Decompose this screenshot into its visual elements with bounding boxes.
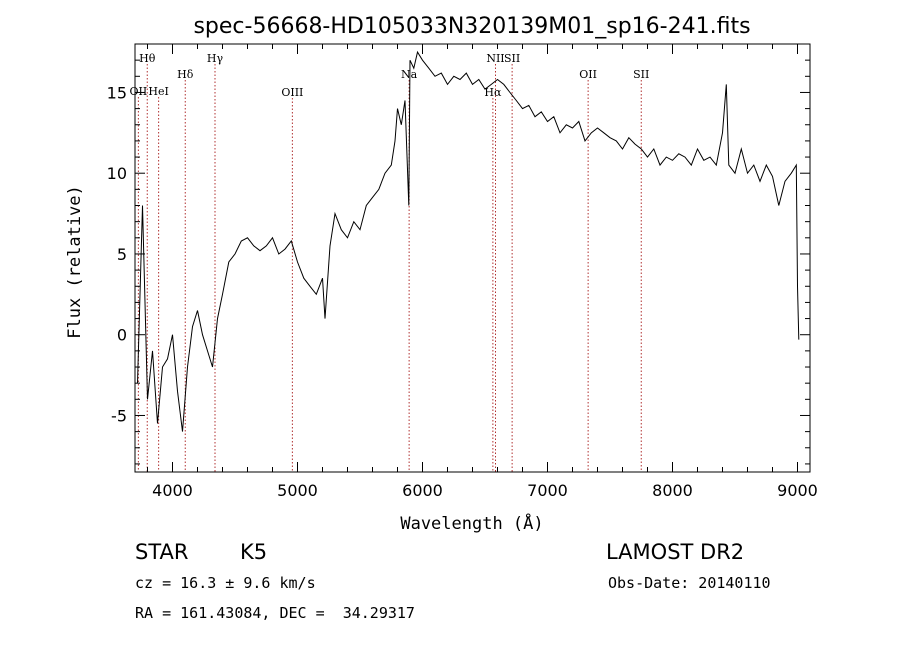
line-label-9: SII <box>504 52 520 65</box>
x-tick-label-1: 5000 <box>277 481 318 500</box>
line-label-2: HeI <box>148 85 168 98</box>
spectral-line-markers: OII Hθ HeI Hδ Hγ OIII Na NII Hα SII OII SII <box>130 52 649 472</box>
survey-name: LAMOST DR2 <box>606 540 745 564</box>
x-tick-label-3: 7000 <box>527 481 568 500</box>
x-axis-label: Wavelength (Å) <box>400 512 543 534</box>
x-tick-label-4: 8000 <box>652 481 693 500</box>
object-subclass: K5 <box>240 540 268 564</box>
line-label-8: Hα <box>484 86 502 99</box>
observation-date: Obs-Date: 20140110 <box>608 574 771 592</box>
plot-frame <box>134 43 811 473</box>
line-label-4: Hγ <box>207 52 224 65</box>
x-tick-label-0: 4000 <box>152 481 193 500</box>
line-label-11: SII <box>633 68 649 81</box>
coordinates: RA = 161.43084, DEC = 34.29317 <box>135 604 415 622</box>
x-tick-label-5: 9000 <box>777 481 818 500</box>
y-tick-label-0: -5 <box>111 406 127 425</box>
y-tick-label-1: 0 <box>117 326 127 345</box>
line-label-5: OIII <box>281 86 303 99</box>
line-label-7: NII <box>486 52 504 65</box>
y-tick-label-2: 5 <box>117 245 127 264</box>
spectrum-series-line <box>137 50 800 432</box>
line-label-10: OII <box>579 68 597 81</box>
redshift-velocity: cz = 16.3 ± 9.6 km/s <box>135 574 316 592</box>
y-axis-label: Flux (relative) <box>65 185 85 339</box>
y-tick-label-4: 15 <box>107 83 127 102</box>
axis-ticks: 4000 5000 6000 7000 8000 9000 -5 0 5 10 15 <box>107 44 818 500</box>
chart-title: spec-56668-HD105033N320139M01_sp16-241.f… <box>193 14 750 39</box>
object-class: STAR <box>135 540 189 564</box>
line-label-0: OII <box>130 85 148 98</box>
y-tick-label-3: 10 <box>107 164 127 183</box>
line-label-6: Na <box>401 68 418 81</box>
line-label-1: Hθ <box>139 52 156 65</box>
x-tick-label-2: 6000 <box>402 481 443 500</box>
line-label-3: Hδ <box>177 68 194 81</box>
